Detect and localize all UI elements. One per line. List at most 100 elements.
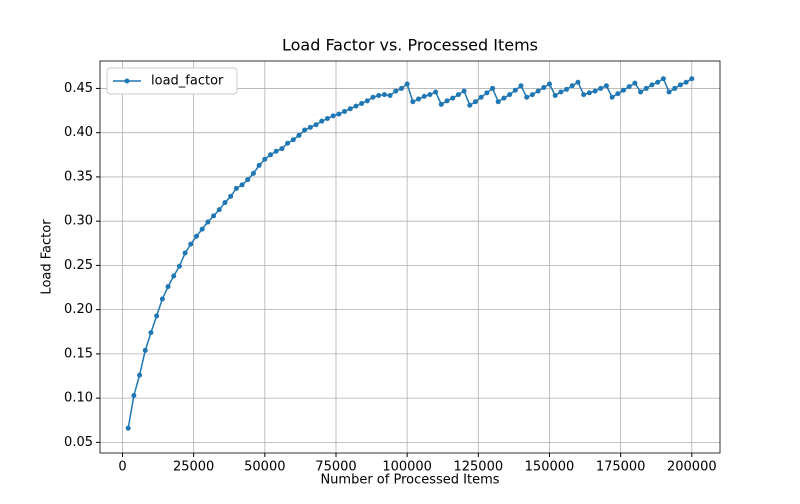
- data-point: [524, 94, 530, 100]
- data-point: [165, 284, 171, 290]
- data-point: [194, 233, 200, 239]
- data-point: [438, 101, 444, 107]
- data-point: [268, 152, 274, 158]
- data-point: [655, 79, 661, 85]
- data-point: [188, 241, 194, 247]
- data-point: [148, 330, 154, 336]
- data-point: [125, 425, 131, 431]
- data-point: [398, 85, 404, 91]
- y-tick-label: 0.15: [64, 346, 93, 361]
- data-point: [273, 148, 279, 154]
- data-point: [490, 85, 496, 91]
- data-point: [176, 263, 182, 269]
- data-point: [558, 89, 564, 95]
- y-tick-label: 0.35: [64, 169, 93, 184]
- data-point: [632, 80, 638, 86]
- data-point: [137, 372, 143, 378]
- data-point: [290, 137, 296, 143]
- data-point: [245, 177, 251, 183]
- data-point: [683, 79, 689, 85]
- x-axis-label: Number of Processed Items: [320, 473, 499, 488]
- data-point: [336, 111, 342, 117]
- data-point: [518, 83, 524, 89]
- data-point: [495, 99, 501, 105]
- data-point: [159, 296, 165, 302]
- y-tick-label: 0.10: [64, 391, 93, 406]
- data-point: [421, 93, 427, 99]
- data-point: [285, 140, 291, 146]
- y-tick-label: 0.20: [64, 302, 93, 317]
- x-tick-label: 0: [118, 460, 126, 475]
- data-point: [211, 213, 217, 219]
- data-point: [228, 193, 234, 199]
- data-point: [507, 92, 513, 98]
- y-tick-label: 0.25: [64, 258, 93, 273]
- y-tick-label: 0.30: [64, 214, 93, 229]
- data-point: [239, 182, 245, 188]
- data-point: [575, 79, 581, 85]
- data-point: [427, 92, 433, 98]
- data-point: [256, 162, 262, 168]
- legend-marker: [124, 78, 130, 84]
- data-point: [205, 219, 211, 225]
- data-point: [666, 89, 672, 95]
- data-point: [660, 76, 666, 82]
- data-point: [672, 85, 678, 91]
- data-point: [461, 88, 467, 94]
- data-point: [222, 200, 228, 206]
- data-point: [342, 108, 348, 114]
- plot-frame: [99, 60, 721, 454]
- data-point: [592, 88, 598, 94]
- legend-label: load_factor: [151, 74, 224, 89]
- data-point: [586, 90, 592, 96]
- data-point: [689, 76, 695, 82]
- data-point: [416, 96, 422, 102]
- data-point: [478, 94, 484, 100]
- data-point: [450, 95, 456, 101]
- x-tick-label: 50000: [244, 460, 285, 475]
- data-point: [324, 116, 330, 122]
- data-point: [387, 93, 393, 99]
- data-point: [598, 85, 604, 91]
- data-point: [484, 90, 490, 96]
- data-point: [199, 226, 205, 232]
- data-point: [512, 87, 518, 93]
- y-tick-label: 0.45: [64, 81, 93, 96]
- chart-title: Load Factor vs. Processed Items: [282, 36, 538, 55]
- data-point: [455, 92, 461, 98]
- data-point: [552, 93, 558, 99]
- data-point: [569, 83, 575, 89]
- x-tick-label: 150000: [525, 460, 575, 475]
- data-point: [216, 207, 222, 213]
- data-point: [433, 89, 439, 95]
- data-point: [410, 99, 416, 105]
- data-point: [546, 81, 552, 87]
- data-point: [313, 122, 319, 128]
- data-point: [233, 185, 239, 191]
- x-tick-label: 100000: [382, 460, 432, 475]
- data-point: [154, 313, 160, 319]
- data-point: [620, 87, 626, 93]
- data-point: [472, 99, 478, 105]
- x-tick-label: 25000: [173, 460, 214, 475]
- x-tick-label: 200000: [667, 460, 717, 475]
- legend-box: [106, 67, 238, 95]
- data-point: [677, 82, 683, 88]
- data-point: [296, 132, 302, 138]
- data-point: [131, 392, 137, 398]
- data-line: [127, 77, 693, 429]
- data-point: [615, 91, 621, 97]
- data-point: [370, 94, 376, 100]
- data-point: [638, 89, 644, 95]
- data-point: [262, 156, 268, 162]
- data-point: [404, 81, 410, 87]
- data-point: [182, 250, 188, 256]
- data-point: [381, 92, 387, 98]
- data-point: [649, 82, 655, 88]
- data-point: [364, 98, 370, 104]
- data-point: [319, 118, 325, 124]
- data-point: [353, 103, 359, 109]
- data-point: [603, 83, 609, 89]
- data-point: [307, 124, 313, 130]
